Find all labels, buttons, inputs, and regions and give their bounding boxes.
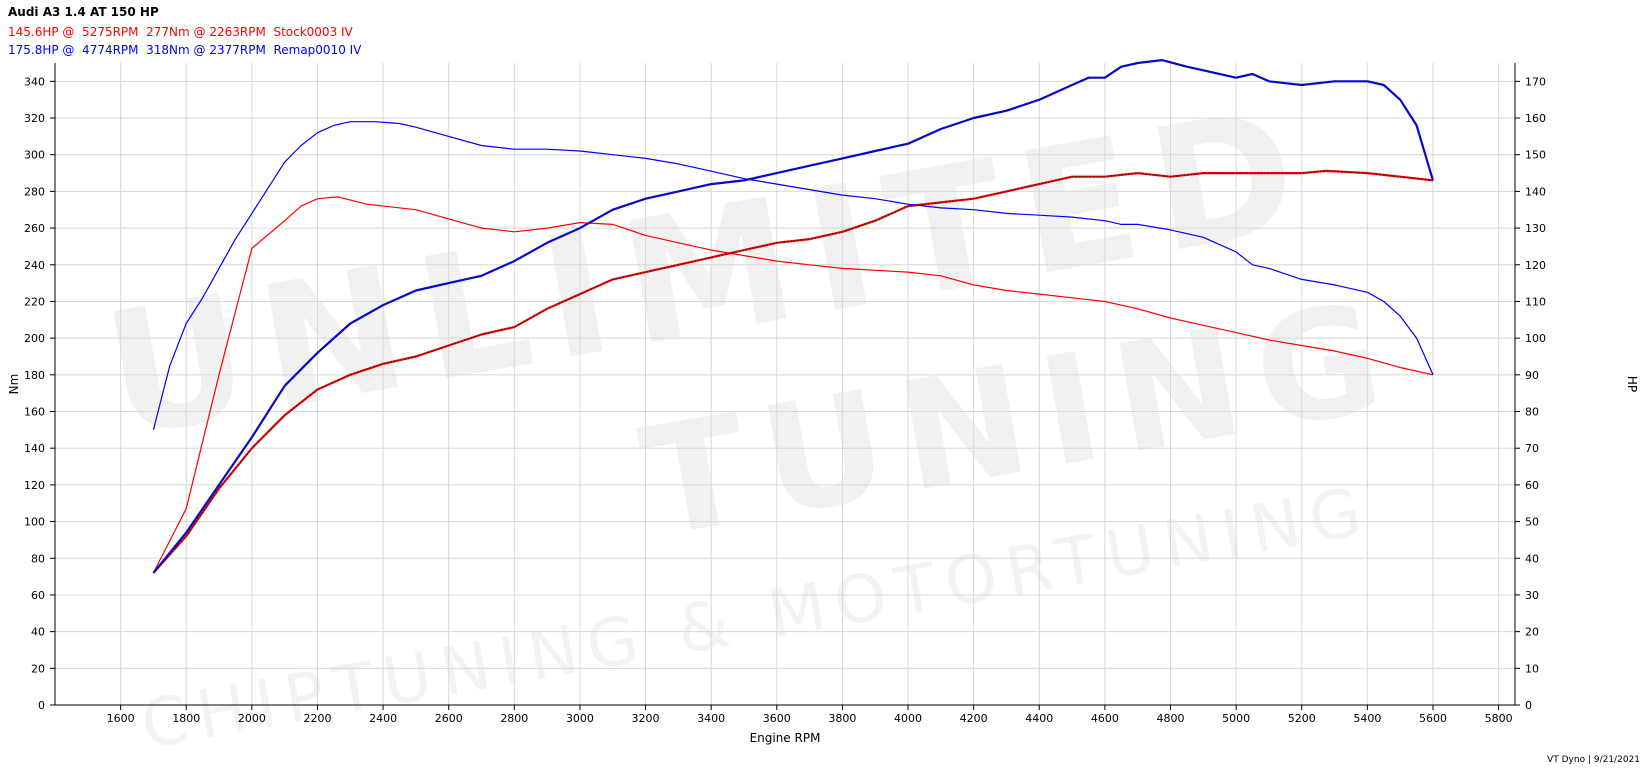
y-tick-label-left: 160 bbox=[24, 406, 45, 419]
y-tick-label-left: 0 bbox=[38, 699, 45, 712]
y-tick-label-right: 160 bbox=[1525, 112, 1546, 125]
y-tick-label-right: 80 bbox=[1525, 406, 1539, 419]
y-tick-label-left: 340 bbox=[24, 75, 45, 88]
x-tick-label: 5200 bbox=[1288, 712, 1316, 725]
x-tick-label: 1800 bbox=[172, 712, 200, 725]
y-tick-label-right: 130 bbox=[1525, 222, 1546, 235]
x-tick-label: 3200 bbox=[632, 712, 660, 725]
y-tick-label-left: 240 bbox=[24, 259, 45, 272]
x-tick-label: 1600 bbox=[107, 712, 135, 725]
footer-stamp: VT Dyno | 9/21/2021 bbox=[1547, 755, 1640, 765]
y-tick-label-left: 300 bbox=[24, 149, 45, 162]
x-tick-label: 2400 bbox=[369, 712, 397, 725]
x-tick-label: 3800 bbox=[828, 712, 856, 725]
grid-lines bbox=[55, 63, 1515, 706]
x-tick-label: 4600 bbox=[1091, 712, 1119, 725]
x-tick-label: 3000 bbox=[566, 712, 594, 725]
y-tick-label-right: 70 bbox=[1525, 442, 1539, 455]
y-tick-label-left: 260 bbox=[24, 222, 45, 235]
y-tick-label-left: 40 bbox=[31, 626, 45, 639]
power-curve-stock-dots bbox=[152, 170, 1434, 574]
x-tick-label: 2200 bbox=[303, 712, 331, 725]
x-tick-label: 5400 bbox=[1353, 712, 1381, 725]
y-tick-label-right: 100 bbox=[1525, 332, 1546, 345]
y-tick-label-right: 0 bbox=[1525, 699, 1532, 712]
y-tick-label-left: 180 bbox=[24, 369, 45, 382]
y-tick-label-right: 40 bbox=[1525, 552, 1539, 565]
x-tick-label: 2000 bbox=[238, 712, 266, 725]
chart-title: Audi A3 1.4 AT 150 HP bbox=[8, 5, 159, 19]
axes bbox=[50, 63, 1520, 710]
x-tick-label: 4200 bbox=[960, 712, 988, 725]
y-tick-label-right: 140 bbox=[1525, 185, 1546, 198]
y-tick-label-left: 100 bbox=[24, 516, 45, 529]
torque-curve-stock bbox=[152, 196, 1434, 574]
y-tick-label-left: 60 bbox=[31, 589, 45, 602]
x-axis-label: Engine RPM bbox=[750, 731, 821, 745]
x-tick-label: 4000 bbox=[894, 712, 922, 725]
y-tick-label-left: 320 bbox=[24, 112, 45, 125]
y-tick-label-right: 60 bbox=[1525, 479, 1539, 492]
y-tick-label-left: 280 bbox=[24, 185, 45, 198]
torque-curve-remap bbox=[152, 121, 1434, 431]
y-tick-label-left: 20 bbox=[31, 662, 45, 675]
y-tick-label-left: 140 bbox=[24, 442, 45, 455]
x-tick-label: 3600 bbox=[763, 712, 791, 725]
y-tick-label-left: 200 bbox=[24, 332, 45, 345]
y-tick-label-right: 30 bbox=[1525, 589, 1539, 602]
x-tick-label: 3400 bbox=[697, 712, 725, 725]
y-tick-label-right: 170 bbox=[1525, 75, 1546, 88]
axis-labels: 1600 1800 2000 2200 2400 2600 2800 3000 3200 3400… bbox=[7, 75, 1639, 745]
power-curve-remap-dots bbox=[152, 59, 1434, 574]
stock-summary: 145.6HP @ 5275RPM 277Nm @ 2263RPM Stock0… bbox=[8, 25, 353, 39]
x-tick-label: 4400 bbox=[1025, 712, 1053, 725]
x-tick-label: 5800 bbox=[1485, 712, 1513, 725]
x-tick-label: 4800 bbox=[1157, 712, 1185, 725]
y-tick-label-right: 50 bbox=[1525, 516, 1539, 529]
x-tick-label: 2600 bbox=[435, 712, 463, 725]
y-tick-label-right: 150 bbox=[1525, 149, 1546, 162]
x-tick-label: 5000 bbox=[1222, 712, 1250, 725]
y-tick-label-right: 110 bbox=[1525, 295, 1546, 308]
y-tick-label-right: 90 bbox=[1525, 369, 1539, 382]
y-tick-label-right: 120 bbox=[1525, 259, 1546, 272]
y-tick-label-right: 10 bbox=[1525, 662, 1539, 675]
y-tick-label-left: 120 bbox=[24, 479, 45, 492]
y-tick-label-left: 80 bbox=[31, 552, 45, 565]
x-tick-label: 2800 bbox=[500, 712, 528, 725]
series-lines bbox=[152, 58, 1435, 574]
y-tick-label-left: 220 bbox=[24, 295, 45, 308]
remap-summary: 175.8HP @ 4774RPM 318Nm @ 2377RPM Remap0… bbox=[8, 43, 362, 57]
x-tick-label: 5600 bbox=[1419, 712, 1447, 725]
y-axis-label-left: Nm bbox=[7, 374, 21, 395]
y-tick-label-right: 20 bbox=[1525, 626, 1539, 639]
y-axis-label-right: HP bbox=[1625, 376, 1639, 392]
